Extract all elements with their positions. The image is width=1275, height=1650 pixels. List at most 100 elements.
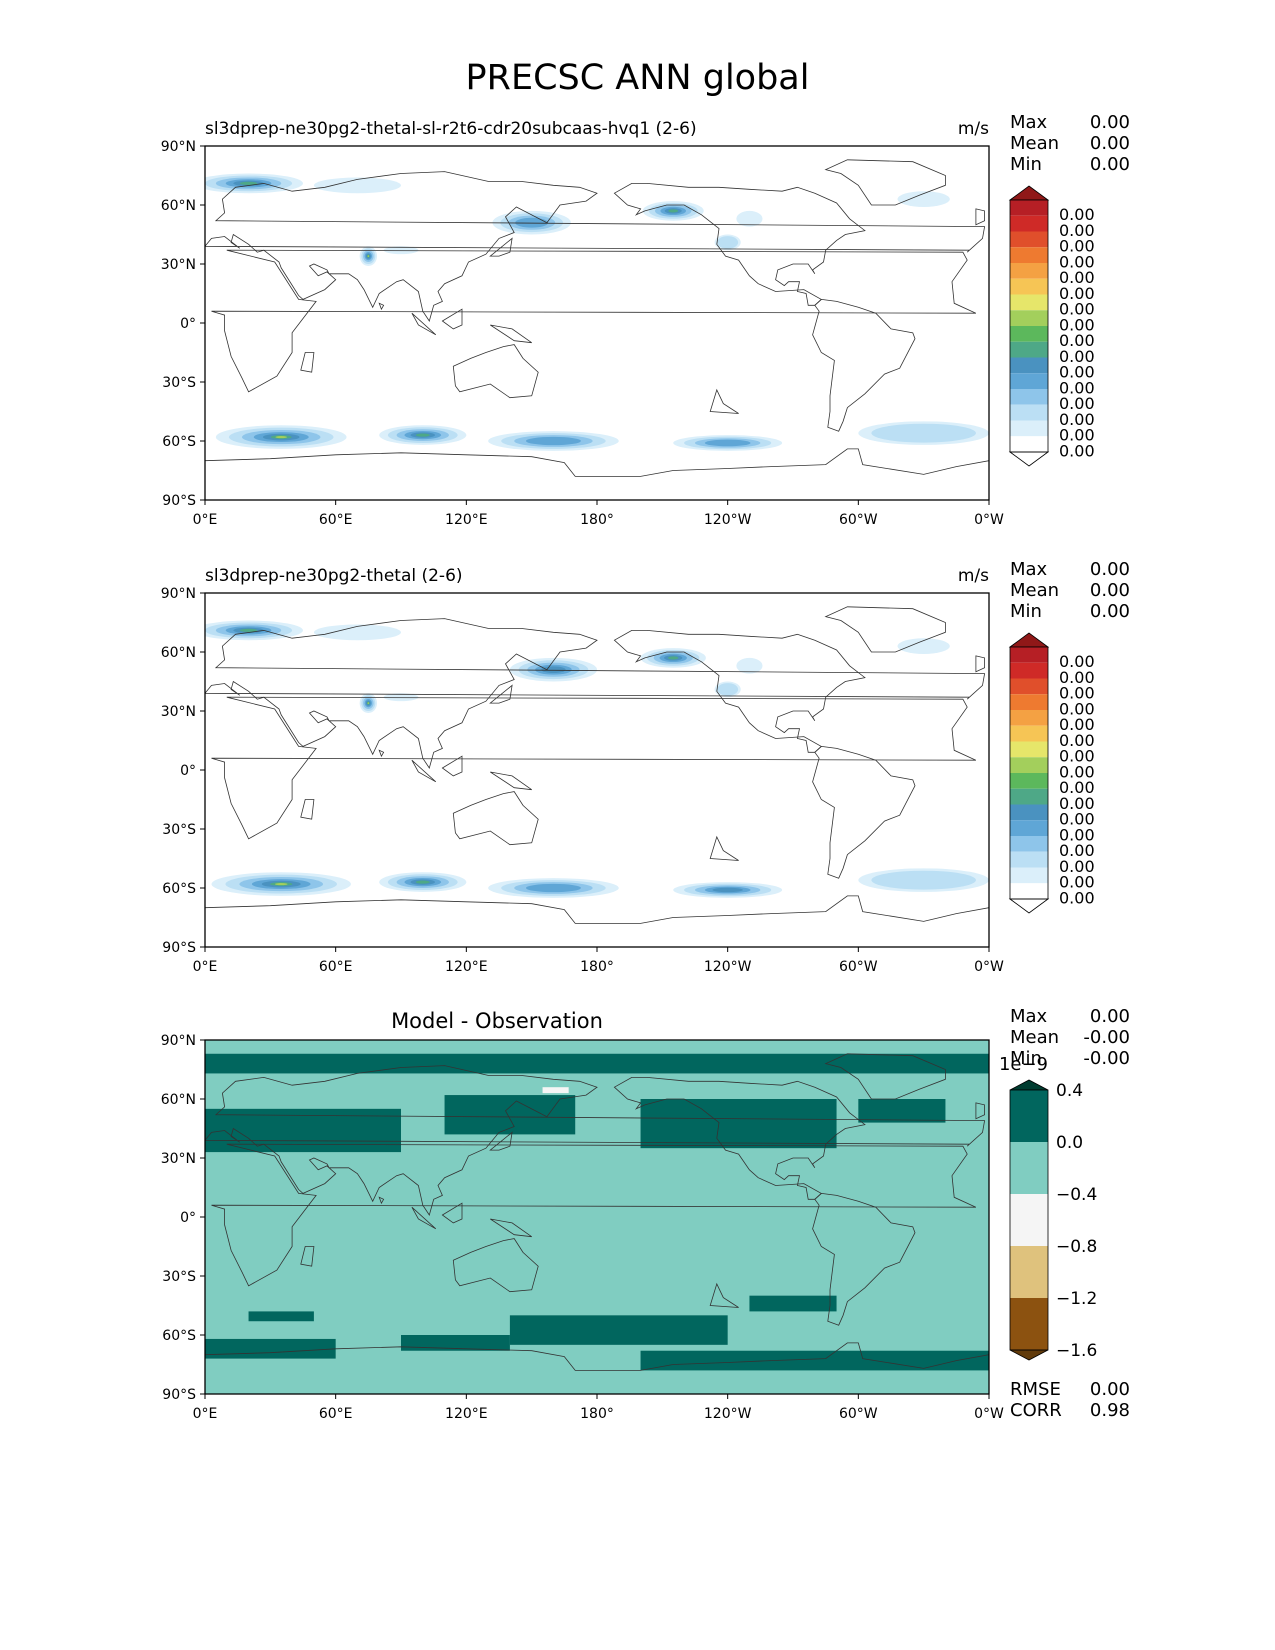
colorbar-swatch-7: [1010, 757, 1048, 773]
colorbar-label-0-9: 0.00: [1059, 347, 1095, 366]
x-tick-label-1-4: 120°W: [704, 959, 752, 975]
coastline-7: [411, 312, 437, 336]
coastline-5: [824, 606, 946, 653]
diff-patch-8: [248, 1311, 314, 1322]
y-tick-label-0-6: 90°S: [162, 493, 196, 509]
colorbar-label-1-2: 0.00: [1059, 684, 1095, 703]
colorbar-label-0-7: 0.00: [1059, 315, 1095, 334]
colorbar-frame: [1009, 1089, 1049, 1351]
stat-label-0-0: Max: [1010, 112, 1048, 133]
colorbar-extend-bottom: [1008, 451, 1050, 467]
colorbar-label-1-3: 0.00: [1059, 699, 1095, 718]
stat-value-2-2: -0.00: [1083, 1048, 1130, 1069]
stat-label-1-1: Mean: [1010, 580, 1059, 601]
colorbar-swatch-14: [1010, 420, 1048, 437]
colorbar-frame: [1009, 199, 1049, 453]
metric-label-1: CORR: [1010, 1400, 1062, 1421]
colorbar-swatch-1: [1010, 1142, 1048, 1194]
precip-contour-0-5-5: [239, 181, 258, 185]
precip-contour-0-3-3: [704, 439, 751, 447]
x-tick-label-2-5: 60°W: [839, 1406, 878, 1422]
colorbar-label-0-6: 0.00: [1059, 300, 1095, 319]
metric-value-1: 0.98: [1090, 1400, 1130, 1421]
precip-contour-1-13-0: [736, 657, 763, 674]
precip-contour-0-12-0: [897, 191, 950, 207]
stat-label-1-2: Min: [1010, 601, 1042, 622]
coastline-8: [489, 1131, 513, 1151]
coastline-1: [205, 618, 986, 769]
map-field-difference: [205, 1040, 989, 1394]
colorbar-label-3: −0.8: [1056, 1237, 1097, 1257]
colorbar-swatch-11: [1010, 373, 1048, 389]
colorbar-swatch-4: [1010, 710, 1048, 726]
colorbar-swatch-15: [1010, 436, 1048, 452]
colorbar-label-1-14: 0.00: [1059, 873, 1095, 892]
colorbar-label-1-1: 0.00: [1059, 668, 1095, 687]
coastline-6: [205, 895, 989, 947]
y-tick-label-0-0: 90°N: [161, 139, 196, 155]
coastline-9: [441, 308, 463, 330]
precip-contour-1-2-3: [526, 883, 581, 893]
colorbar-swatch-11: [1010, 820, 1048, 836]
panel-title-reference: sl3dprep-ne30pg2-thetal (2-6): [205, 566, 463, 586]
colorbar-label-1-15: 0.00: [1059, 888, 1095, 907]
y-tick-label-2-2: 30°N: [161, 1151, 196, 1167]
diff-patch-6: [509, 1315, 728, 1345]
y-tick-label-1-6: 90°S: [162, 940, 196, 956]
stat-label-0-2: Min: [1010, 154, 1042, 175]
coastline-4: [812, 1192, 916, 1326]
diff-patch-4: [205, 1338, 336, 1359]
coastline-11: [709, 1282, 739, 1308]
stat-value-1-1: 0.00: [1090, 580, 1130, 601]
x-tick-label-2-0: 0°E: [193, 1406, 218, 1422]
colorbar-swatch-10: [1010, 357, 1048, 374]
coastline-10: [490, 1218, 532, 1238]
colorbar-label-0: 0.4: [1056, 1081, 1083, 1101]
colorbar-label-0-1: 0.00: [1059, 221, 1095, 240]
coastline-1: [205, 1065, 986, 1216]
coastline-10: [490, 324, 532, 344]
coastline-11: [709, 835, 739, 861]
colorbar-label-0-0: 0.00: [1059, 205, 1095, 224]
colorbar-extend-top: [1009, 1079, 1049, 1091]
coastline-9: [441, 1202, 463, 1224]
colorbar-swatch-9: [1010, 788, 1048, 805]
map-field-reference: [205, 606, 989, 947]
colorbar-label-0-10: 0.00: [1059, 363, 1095, 382]
coastline-8: [489, 684, 513, 704]
y-tick-label-2-0: 90°N: [161, 1033, 196, 1049]
x-tick-label-0-4: 120°W: [704, 512, 752, 528]
precip-contour-0-9-1: [717, 236, 739, 249]
x-tick-label-1-2: 120°E: [445, 959, 488, 975]
stat-label-2-1: Mean: [1010, 1027, 1059, 1048]
x-tick-label-2-4: 120°W: [704, 1406, 752, 1422]
y-tick-label-2-5: 60°S: [162, 1328, 196, 1344]
x-tick-label-2-3: 180°: [580, 1406, 614, 1422]
coastline-9: [441, 755, 463, 777]
precip-contour-0-11-0: [383, 246, 419, 255]
precip-contour-0-10-6: [367, 255, 370, 258]
x-tick-label-1-3: 180°: [580, 959, 614, 975]
coastline-2: [452, 344, 539, 399]
precip-contour-0-7-3: [515, 217, 549, 228]
y-tick-label-2-3: 0°: [180, 1210, 196, 1226]
coastline-7: [411, 1206, 437, 1230]
colorbar-swatch-0: [1010, 200, 1048, 216]
y-tick-label-0-2: 30°N: [161, 257, 196, 273]
colorbar-swatch-13: [1010, 404, 1048, 421]
stat-label-0-1: Mean: [1010, 133, 1059, 154]
colorbar-swatch-2: [1010, 678, 1048, 695]
coastline-0: [211, 1143, 977, 1287]
diff-patch-0: [205, 1053, 989, 1074]
colorbar-swatch-5: [1010, 725, 1048, 742]
panel-units-test: m/s: [958, 119, 989, 139]
x-tick-label-1-0: 0°E: [193, 959, 218, 975]
y-tick-label-1-0: 90°N: [161, 586, 196, 602]
stat-label-2-2: Min: [1010, 1048, 1042, 1069]
colorbar-label-5: −1.6: [1056, 1341, 1097, 1361]
colorbar-swatch-12: [1010, 389, 1048, 405]
y-tick-label-2-6: 90°S: [162, 1387, 196, 1403]
x-tick-label-1-1: 60°E: [319, 959, 353, 975]
precip-contour-1-10-6: [367, 702, 370, 705]
